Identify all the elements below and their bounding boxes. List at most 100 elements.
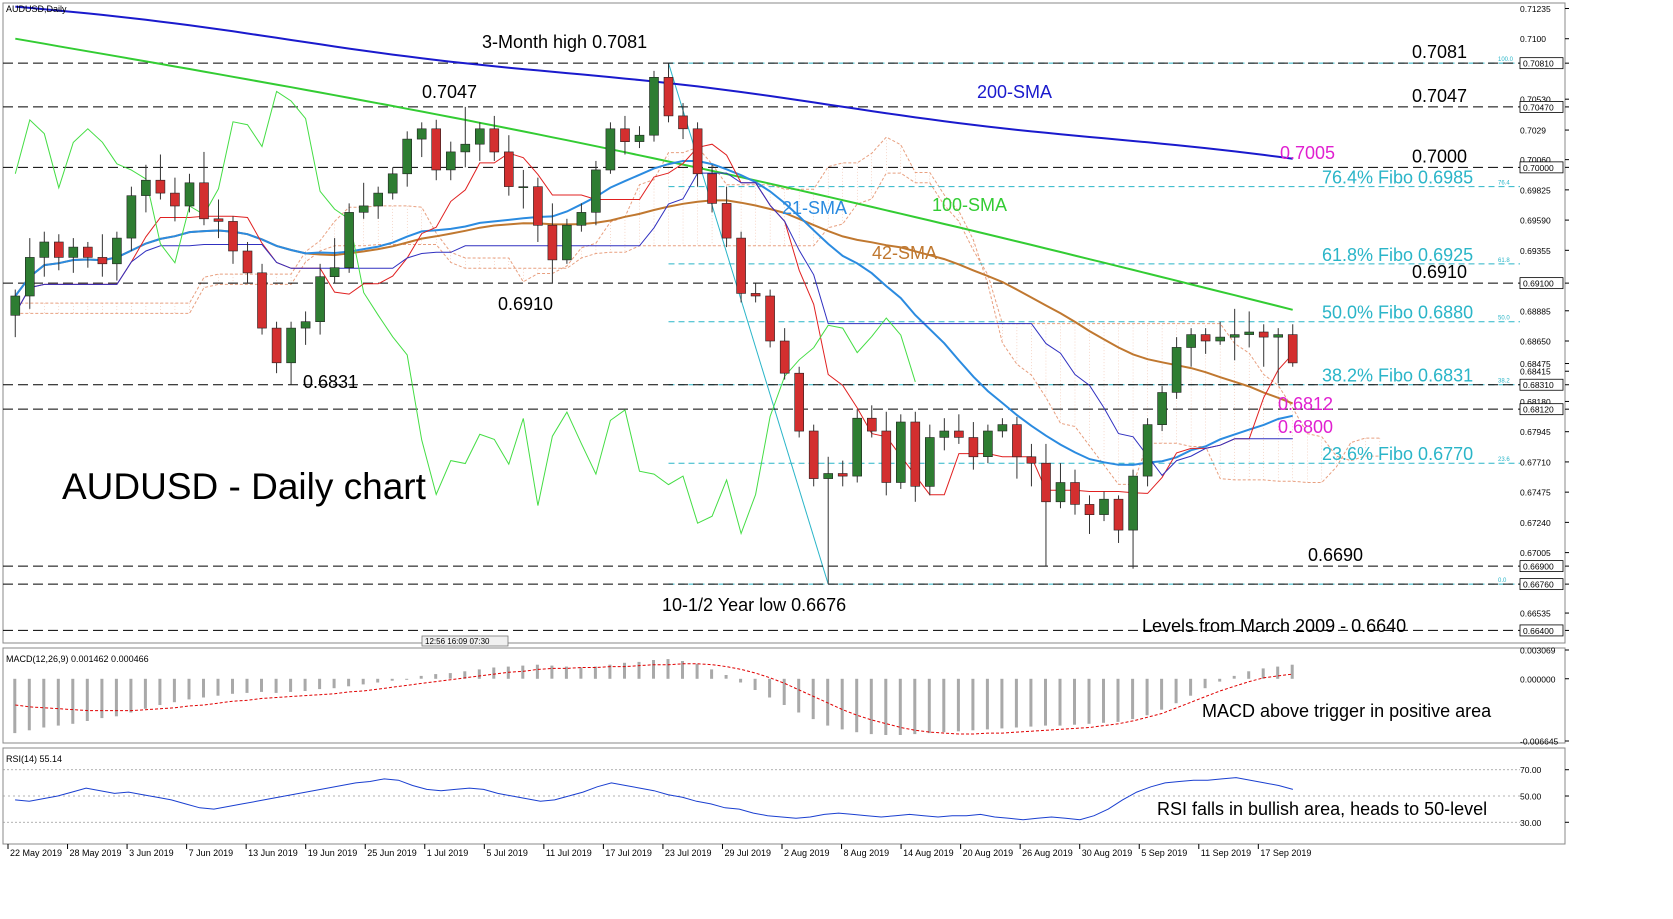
macd-bar — [361, 678, 365, 685]
date-label: 23 Jul 2019 — [665, 848, 712, 858]
candle-body — [1142, 424, 1153, 477]
date-label: 5 Sep 2019 — [1141, 848, 1187, 858]
macd-bar — [797, 678, 801, 713]
candle-body — [97, 257, 108, 265]
price-highlight-box — [1519, 57, 1564, 70]
price-highlight-box — [1519, 403, 1564, 416]
candle-body — [1099, 498, 1109, 515]
price-highlight-box — [1519, 624, 1564, 637]
price-highlight-label: 0.68120 — [1523, 405, 1554, 415]
label-21-sma: 21-SMA — [782, 198, 847, 218]
macd-bar — [274, 678, 278, 693]
candle-body — [416, 128, 427, 140]
macd-bar — [231, 678, 234, 694]
annotation-0-7047: 0.7047 — [422, 82, 477, 102]
macd-bar — [1000, 678, 1004, 729]
date-label: 20 Aug 2019 — [963, 848, 1014, 858]
price-highlight-label: 0.70000 — [1523, 163, 1554, 173]
price-highlight-label: 0.66760 — [1523, 580, 1554, 590]
candle-body — [286, 327, 296, 364]
price-highlight-box — [1519, 161, 1564, 174]
candle-body — [808, 430, 819, 479]
macd-bar — [724, 675, 728, 679]
candle-body — [373, 192, 384, 207]
candle-body — [10, 295, 21, 316]
candlesticks — [10, 63, 1298, 585]
macd-bar — [782, 678, 786, 705]
macd-bar — [608, 664, 612, 679]
candle-body — [199, 182, 209, 220]
chikou-line — [14, 90, 916, 536]
rsi-line — [15, 777, 1294, 821]
macd-bar — [1014, 678, 1018, 728]
macd-bar — [71, 678, 75, 724]
candle-body — [750, 293, 761, 297]
time-tooltip: 12:56 16:09 07:30 — [425, 637, 490, 646]
fibo-label: 76.4% Fibo 0.6985 — [1322, 168, 1473, 188]
candle-body — [1200, 334, 1211, 342]
macd-bar — [303, 678, 307, 691]
macd-bar — [855, 678, 859, 733]
macd-bar — [260, 678, 263, 692]
macd-bar — [652, 660, 655, 679]
fibo-level-tag: 0.0 — [1498, 578, 1507, 584]
label-0-7005: 0.7005 — [1280, 143, 1335, 163]
indicator-lines — [14, 5, 1294, 536]
candle-body — [213, 218, 224, 222]
macd-bar — [42, 678, 46, 728]
macd-bar — [1029, 678, 1033, 727]
fibo-level-tag: 23.6 — [1498, 457, 1510, 463]
candle-body — [924, 437, 935, 487]
candle-body — [24, 257, 35, 297]
fibo-level-tag: 38.2 — [1498, 379, 1510, 385]
candle-body — [1229, 334, 1240, 338]
macd-bar — [521, 665, 525, 679]
candle-body — [68, 246, 79, 258]
macd-signal-line — [15, 663, 1293, 735]
candle-body — [997, 424, 1008, 432]
fibo-label: 61.8% Fibo 0.6925 — [1322, 245, 1473, 265]
macd-bar — [129, 678, 133, 713]
date-label: 2 Aug 2019 — [784, 848, 830, 858]
tenkan-line — [14, 143, 1294, 496]
candle-body — [474, 128, 485, 145]
macd-bar — [318, 678, 322, 690]
macd-bar — [593, 666, 597, 679]
macd-bar — [1160, 678, 1164, 710]
macd-bar — [1116, 678, 1120, 722]
price-tick-label: 0.66535 — [1520, 609, 1551, 619]
date-label: 3 Jun 2019 — [129, 848, 174, 858]
macd-bar — [927, 678, 931, 734]
candle-body — [533, 186, 543, 226]
candle-body — [852, 417, 863, 477]
date-label: 11 Sep 2019 — [1201, 848, 1251, 858]
macd-bar — [376, 678, 380, 683]
candle-body — [503, 151, 514, 187]
date-label: 8 Aug 2019 — [844, 848, 890, 858]
candle-body — [1258, 331, 1269, 338]
macd-label: MACD(12,26,9) 0.001462 0.000466 — [6, 654, 149, 664]
fibo-level-tag: 100.0 — [1498, 57, 1514, 63]
price-tick-label: 0.68885 — [1520, 306, 1551, 316]
annotation-march-2009: Levels from March 2009 - 0.6640 — [1142, 616, 1406, 636]
price-tick-label: 0.67240 — [1520, 518, 1551, 528]
date-label: 29 Jul 2019 — [724, 848, 771, 858]
annotation-0-6831-low: 0.6831 — [303, 372, 358, 392]
macd-bar — [840, 678, 844, 730]
level-label: 0.6910 — [1412, 262, 1467, 282]
price-highlight-box — [1519, 378, 1564, 391]
candle-body — [649, 77, 659, 136]
candle-body — [242, 250, 253, 274]
macd-bar — [1145, 678, 1149, 716]
macd-bar — [332, 678, 336, 689]
price-highlight-label: 0.70470 — [1523, 102, 1554, 112]
candle-body — [620, 128, 630, 143]
candle-body — [83, 246, 93, 258]
macd-bar — [1218, 678, 1222, 682]
candle-body — [634, 134, 645, 142]
price-highlight-box — [1519, 560, 1564, 573]
candle-body — [736, 237, 746, 294]
macd-bar — [245, 678, 249, 693]
macd-bar — [535, 664, 539, 679]
